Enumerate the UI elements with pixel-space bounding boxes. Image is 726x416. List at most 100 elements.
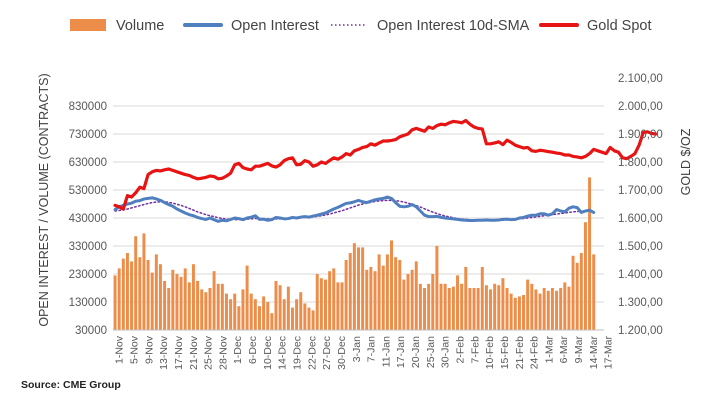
- volume-bar: [200, 289, 204, 330]
- legend-label: Gold Spot: [587, 18, 652, 34]
- volume-bar: [460, 283, 464, 330]
- volume-bar: [373, 271, 377, 330]
- x-tick-label: 21-Nov: [188, 335, 200, 370]
- volume-bar: [224, 293, 228, 330]
- volume-bar: [588, 177, 592, 330]
- y-axis-left-title: OPEN INTEREST / VOLUME (CONTRACTS): [37, 73, 51, 326]
- x-tick-label: 10-Feb: [484, 336, 496, 369]
- legend-label: Open Interest: [231, 18, 319, 34]
- volume-bar: [311, 310, 315, 330]
- volume-bar: [402, 279, 406, 330]
- volume-bar: [390, 240, 393, 330]
- volume-bar: [480, 267, 484, 330]
- volume-bar: [229, 299, 233, 330]
- x-tick-label: 9-Nov: [143, 335, 155, 364]
- y-axis-right-title: GOLD $/OZ: [679, 128, 693, 195]
- volume-bar: [282, 299, 286, 330]
- volume-bar: [447, 288, 451, 330]
- volume-bar: [163, 281, 167, 330]
- volume-bar: [299, 292, 303, 330]
- volume-bar: [509, 293, 513, 330]
- series-lines: [113, 118, 658, 223]
- volume-bar: [493, 283, 497, 330]
- volume-bar: [196, 281, 200, 330]
- volume-bar: [241, 289, 245, 330]
- volume-bar: [121, 258, 125, 330]
- volume-bar: [249, 293, 253, 330]
- x-tick-label: 9-Mar: [573, 335, 585, 363]
- volume-bar: [476, 288, 480, 330]
- volume-bar: [571, 255, 575, 330]
- volume-bar: [377, 254, 381, 330]
- x-tick-label: 11-Jan: [380, 336, 392, 367]
- volume-bar: [125, 253, 129, 330]
- volume-bar: [150, 272, 154, 330]
- x-tick-label: 7-Jan: [366, 336, 378, 362]
- x-tick-label: 14-Dec: [277, 336, 289, 370]
- y-right-tick-label: 1.600,00: [618, 213, 663, 225]
- open-interest-line: [113, 195, 596, 223]
- volume-bar: [489, 289, 493, 330]
- volume-bar: [398, 260, 402, 330]
- x-tick-label: 17-Mar: [603, 336, 615, 370]
- volume-bar: [414, 261, 418, 330]
- volume-bar: [204, 292, 208, 330]
- volume-bar: [439, 283, 443, 330]
- volume-bar: [340, 282, 344, 330]
- x-tick-label: 5-Nov: [128, 335, 140, 364]
- y-right-tick-label: 1.200,00: [618, 325, 663, 337]
- volume-bar: [468, 288, 472, 330]
- x-tick-label: 6-Mar: [558, 335, 570, 363]
- y-right-tick-label: 1.800,00: [618, 157, 663, 169]
- volume-bar: [307, 307, 311, 330]
- volume-bar: [113, 275, 117, 330]
- x-tick-label: 19-Dec: [291, 336, 303, 370]
- volume-bar: [158, 264, 162, 330]
- volume-bar: [583, 222, 587, 330]
- x-tick-label: 21-Feb: [514, 336, 526, 369]
- y-left-tick-label: 430000: [69, 213, 107, 225]
- volume-bar: [278, 285, 282, 330]
- x-tick-label: 3-Jan: [351, 336, 363, 362]
- volume-bar: [555, 290, 559, 330]
- volume-bar: [187, 282, 191, 330]
- volume-bar: [220, 283, 224, 330]
- x-tick-label: 20-Jan: [410, 336, 422, 368]
- y-left-tick-label: 30000: [75, 325, 107, 337]
- x-tick-label: 30-Dec: [336, 336, 348, 370]
- volume-bar: [332, 268, 336, 330]
- y-right-tick-label: 1.900,00: [618, 129, 663, 141]
- gold-spot-line: [113, 118, 658, 211]
- volume-bar: [357, 247, 360, 330]
- volume-bar: [472, 288, 476, 330]
- volume-bar: [522, 295, 526, 330]
- volume-bar: [427, 283, 431, 330]
- volume-bar: [274, 281, 278, 330]
- x-tick-label: 14-Mar: [588, 336, 600, 370]
- volume-bar: [361, 247, 365, 330]
- volume-bar: [257, 306, 261, 330]
- volume-bar: [303, 303, 307, 330]
- volume-bar: [319, 278, 323, 330]
- x-tick-label: 17-Nov: [173, 335, 185, 370]
- volume-bar: [191, 264, 195, 330]
- volume-bar: [501, 278, 505, 330]
- volume-bar: [534, 289, 538, 330]
- volume-bar: [315, 274, 319, 330]
- volume-bar: [538, 293, 542, 330]
- volume-bar: [563, 282, 567, 330]
- volume-bar: [253, 299, 257, 330]
- volume-bar: [179, 276, 183, 330]
- x-tick-label: 2-Feb: [454, 336, 466, 364]
- volume-bar: [130, 261, 134, 330]
- volume-bar: [352, 243, 356, 330]
- volume-bar: [171, 269, 175, 330]
- x-tick-label: 10-Dec: [262, 336, 274, 370]
- volume-bar: [365, 269, 369, 330]
- volume-bar: [592, 254, 596, 330]
- y-left-tick-label: 130000: [69, 297, 107, 309]
- volume-bar: [324, 279, 327, 330]
- volume-bar: [423, 288, 427, 330]
- x-tick-label: 25-Nov: [203, 335, 215, 370]
- volume-bar: [567, 286, 571, 330]
